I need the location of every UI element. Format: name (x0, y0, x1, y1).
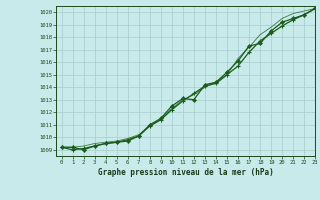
X-axis label: Graphe pression niveau de la mer (hPa): Graphe pression niveau de la mer (hPa) (98, 168, 274, 177)
